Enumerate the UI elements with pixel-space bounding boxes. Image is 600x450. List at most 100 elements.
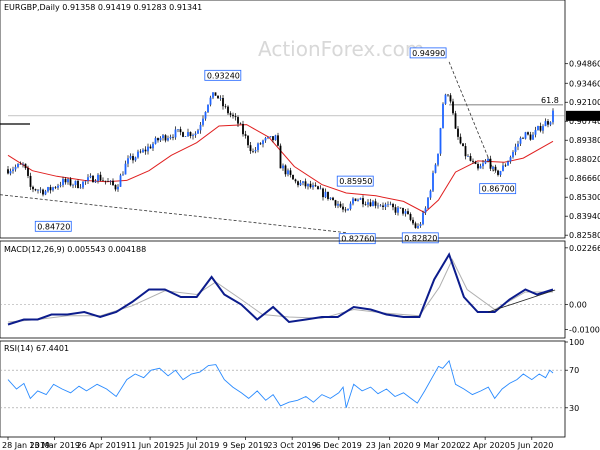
candle-down	[157, 138, 159, 141]
candle-up	[387, 204, 389, 205]
candle-down	[409, 214, 412, 220]
x-tick-label: 9 Mar 2020	[416, 441, 462, 450]
price-tick-label: 0.82580	[569, 231, 600, 240]
candle-up	[197, 130, 199, 134]
candle-down	[244, 134, 247, 136]
rsi-line	[7, 359, 554, 408]
candle-up	[499, 171, 502, 175]
candle-up	[302, 181, 304, 183]
candle-down	[472, 160, 474, 162]
candle-up	[62, 178, 64, 186]
x-tick-label: 23 Jan 2020	[366, 441, 414, 450]
candle-down	[234, 116, 237, 118]
annotation-box	[338, 233, 376, 245]
candle-up	[552, 110, 554, 123]
candle-up	[199, 124, 202, 131]
candle-down	[222, 98, 224, 107]
x-tick-label: 22 Apr 2020	[460, 441, 509, 450]
candle-down	[32, 186, 34, 190]
moving-average-line	[7, 124, 554, 214]
candle-down	[317, 186, 319, 190]
candle-down	[69, 179, 72, 186]
candle-up	[439, 128, 442, 154]
macd-tick-label: 0.022662	[569, 244, 600, 253]
candle-up	[119, 175, 122, 187]
x-tick-label: 5 Jun 2020	[510, 441, 553, 450]
candle-down	[327, 191, 329, 199]
candle-down	[107, 181, 109, 182]
candle-up	[384, 204, 387, 207]
x-tick-label: 9 Sep 2019	[223, 441, 269, 450]
candle-down	[477, 163, 479, 169]
macd-pane: MACD(12,26,9) 0.005543 0.004188 0.022662…	[0, 240, 600, 339]
x-tick-label: 26 Apr 2019	[77, 441, 126, 450]
candle-up	[389, 203, 392, 205]
candle-up	[267, 137, 269, 139]
candle-down	[462, 143, 464, 147]
candle-up	[94, 181, 97, 183]
candle-up	[512, 151, 514, 158]
candle-up	[544, 121, 547, 127]
candle-up	[357, 199, 359, 201]
candle-down	[474, 161, 477, 164]
candle-up	[154, 138, 157, 144]
price-header: EURGBP,Daily 0.91358 0.91419 0.91283 0.9…	[4, 3, 202, 12]
candle-down	[272, 136, 274, 141]
annotation-label: 0.93240	[207, 71, 240, 80]
candle-up	[89, 175, 92, 178]
candle-up	[254, 149, 257, 152]
candle-down	[179, 129, 182, 133]
candle-down	[309, 183, 312, 188]
candle-down	[224, 106, 227, 107]
candle-down	[314, 185, 317, 187]
macd-trendline	[488, 289, 556, 313]
candle-up	[442, 103, 444, 129]
candle-down	[527, 132, 529, 135]
candle-down	[454, 113, 457, 129]
candle-up	[492, 166, 494, 169]
candle-up	[269, 136, 272, 138]
candle-up	[507, 161, 509, 166]
candle-down	[27, 168, 29, 176]
candle-down	[354, 198, 357, 201]
candle-down	[362, 198, 364, 205]
candle-up	[137, 151, 139, 158]
candle-up	[417, 225, 419, 228]
support-trendline	[0, 194, 347, 234]
candle-down	[217, 95, 219, 99]
candle-down	[489, 158, 492, 169]
candle-down	[214, 92, 217, 96]
candle-up	[434, 164, 437, 173]
candle-up	[109, 180, 112, 182]
candle-up	[514, 146, 517, 152]
macd-header: MACD(12,26,9) 0.005543 0.004188	[4, 245, 146, 254]
annotation-label: 0.84720	[37, 222, 70, 231]
rsi-header: RSI(14) 67.4401	[4, 344, 69, 353]
candle-down	[464, 146, 467, 157]
candle-down	[139, 151, 142, 153]
candle-up	[174, 129, 177, 138]
candle-down	[402, 207, 404, 214]
candle-down	[242, 123, 244, 135]
x-tick-label: 25 Jul 2019	[174, 441, 219, 450]
candle-up	[549, 122, 552, 125]
rsi-pane: RSI(14) 67.4401 100 70 30	[0, 338, 584, 438]
candle-up	[274, 135, 277, 141]
candle-up	[17, 163, 19, 167]
candle-up	[122, 174, 124, 176]
candle-down	[132, 156, 134, 161]
candle-down	[459, 136, 462, 144]
candle-up	[142, 149, 144, 153]
x-tick-label: 13 Mar 2019	[29, 441, 80, 450]
candle-up	[324, 191, 327, 198]
candle-up	[219, 98, 222, 99]
annotation-label: 0.82820	[404, 234, 437, 243]
macd-tick-label: -0.010052	[569, 326, 600, 335]
price-candles	[7, 92, 554, 229]
candle-up	[534, 130, 537, 135]
candle-down	[342, 206, 344, 210]
rsi-lines	[0, 359, 565, 409]
candle-up	[177, 129, 179, 130]
price-tick-label: 0.92100	[569, 98, 600, 107]
candle-down	[247, 135, 249, 146]
